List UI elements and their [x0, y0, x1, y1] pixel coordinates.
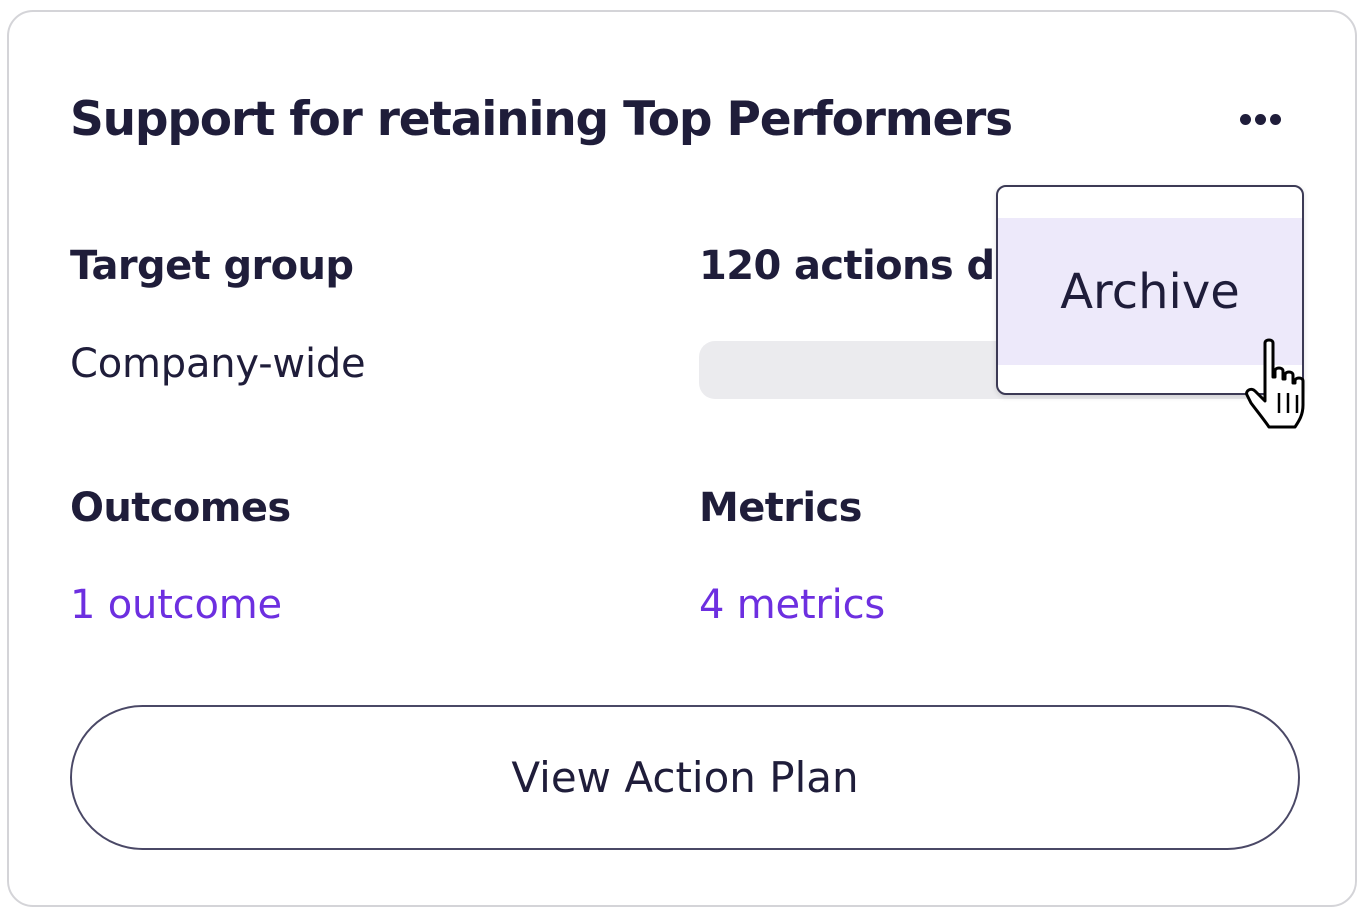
- action-plan-card: Support for retaining Top Performers Tar…: [7, 10, 1357, 907]
- card-title: Support for retaining Top Performers: [70, 92, 1013, 147]
- ellipsis-dot-icon: [1254, 113, 1266, 125]
- ellipsis-dot-icon: [1239, 113, 1251, 125]
- target-group-label: Target group: [70, 243, 354, 289]
- outcomes-link[interactable]: 1 outcome: [70, 582, 282, 628]
- view-action-plan-button[interactable]: View Action Plan: [70, 705, 1300, 850]
- more-options-button[interactable]: [1233, 104, 1287, 134]
- ellipsis-dot-icon: [1269, 113, 1281, 125]
- archive-menu-item[interactable]: Archive: [998, 218, 1302, 365]
- metrics-link[interactable]: 4 metrics: [699, 582, 886, 628]
- target-group-value: Company-wide: [70, 341, 366, 387]
- options-dropdown-menu: Archive: [996, 185, 1304, 395]
- hand-pointer-icon: [1245, 338, 1305, 429]
- actions-progress-label: 120 actions dr: [699, 243, 1014, 289]
- metrics-label: Metrics: [699, 485, 862, 531]
- outcomes-label: Outcomes: [70, 485, 291, 531]
